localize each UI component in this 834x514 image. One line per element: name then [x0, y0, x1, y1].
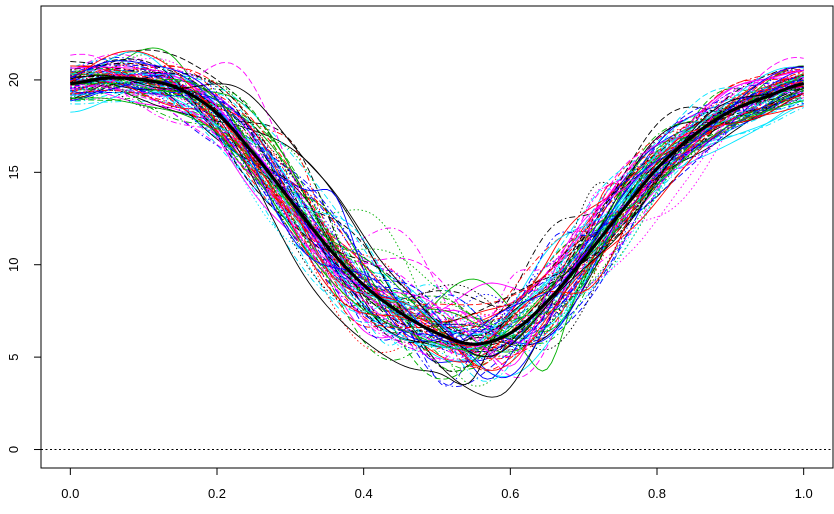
sample-curve — [70, 78, 804, 358]
sample-curve — [70, 69, 804, 360]
sample-curve — [70, 68, 804, 339]
x-tick-label: 0.0 — [61, 486, 79, 501]
sample-curve — [70, 53, 804, 354]
x-tick-label: 1.0 — [795, 486, 813, 501]
mean-curve-line — [70, 76, 805, 346]
x-tick-label: 0.6 — [501, 486, 519, 501]
sample-curve — [70, 65, 804, 343]
sample-curve — [70, 79, 804, 349]
sample-curve — [70, 73, 804, 352]
sample-curves — [70, 47, 804, 398]
sample-curve — [70, 65, 804, 353]
y-axis: 0 5 10 15 20 — [6, 73, 42, 453]
sample-curve — [70, 78, 804, 361]
sample-curve — [70, 68, 804, 349]
sample-curve — [70, 81, 804, 361]
sample-curve — [70, 57, 804, 387]
x-tick-label: 0.2 — [208, 486, 226, 501]
y-tick-label: 10 — [6, 257, 21, 271]
sample-curve — [70, 70, 804, 350]
sample-curve — [70, 53, 804, 378]
sample-curve — [70, 70, 804, 322]
x-axis: 0.0 0.2 0.4 0.6 0.8 1.0 — [61, 467, 813, 501]
sample-curve — [70, 51, 804, 336]
sample-curve — [70, 60, 804, 343]
sample-curve — [70, 66, 804, 343]
sample-curve — [70, 97, 804, 351]
x-tick-label: 0.4 — [355, 486, 373, 501]
x-tick-label: 0.8 — [648, 486, 666, 501]
y-tick-label: 15 — [6, 165, 21, 179]
y-tick-label: 5 — [6, 354, 21, 361]
sample-curve — [70, 69, 804, 351]
sample-curve — [70, 81, 804, 339]
y-tick-label: 20 — [6, 73, 21, 87]
sample-curve — [70, 79, 804, 356]
sample-curve — [70, 64, 804, 344]
sample-curve — [70, 81, 804, 334]
y-tick-label: 0 — [6, 446, 21, 453]
sample-curve — [70, 80, 804, 380]
sample-curve — [70, 72, 804, 345]
sample-curve — [70, 73, 804, 316]
sample-curve — [70, 75, 804, 357]
mean-curve — [70, 76, 805, 346]
sample-curve — [70, 63, 804, 354]
sample-curve — [70, 67, 804, 367]
sample-curve — [70, 57, 804, 321]
sample-curve — [70, 89, 804, 368]
